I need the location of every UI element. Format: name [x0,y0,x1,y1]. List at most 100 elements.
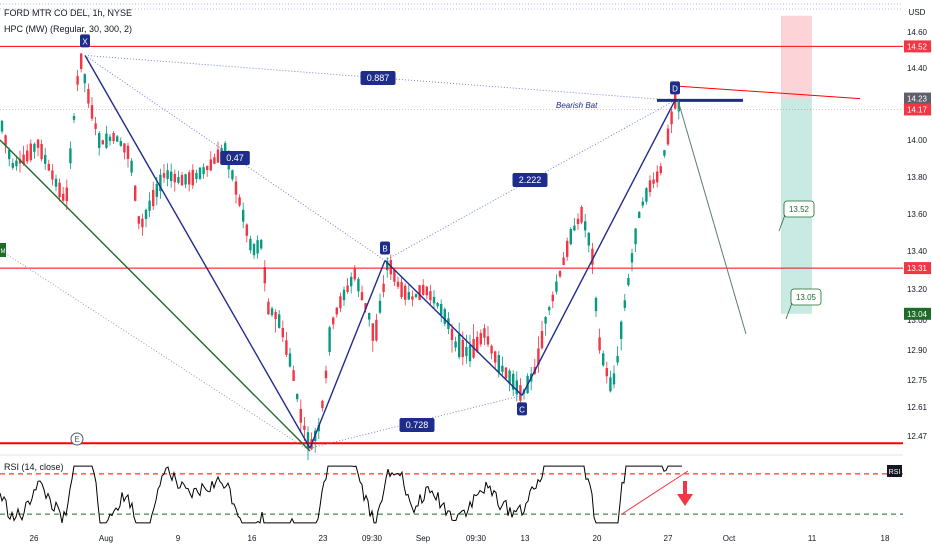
indicator-title: HPC (MW) (Regular, 30, 300, 2) [4,24,133,34]
candle [188,170,191,192]
point-label-c: C [517,402,527,416]
candle-body [184,174,187,185]
candle [116,134,119,142]
y-tick-label: 13.20 [907,285,928,294]
candle [58,178,61,202]
candle-body [576,218,580,224]
candle-body [296,393,299,400]
point-label-text: C [519,405,525,414]
candle-body [72,115,76,120]
price-badge: 13.04 [904,307,931,320]
candle [576,213,580,230]
candle-body [242,209,245,222]
price-badge-text: 14.52 [907,42,928,51]
candle-body [418,285,421,300]
candle-body [630,253,634,263]
red-trendline [674,85,861,100]
ratio-label: 0.47 [220,151,250,165]
candle-body [396,281,400,287]
candle [476,331,479,353]
candle-body [454,341,457,348]
candle-body [166,170,169,179]
candle [278,310,281,329]
candle-body [209,159,212,171]
candle [256,235,259,259]
candle-body [591,248,594,265]
candle-body [177,177,180,183]
candle-body [508,370,511,384]
candle-body [26,150,29,162]
candle [623,294,626,312]
candle [432,290,436,309]
candle-body [188,172,191,185]
earnings-marker-text: E [74,435,79,444]
point-label-bg [517,402,527,416]
candle-body [638,212,641,219]
candle [108,134,112,146]
candle [76,69,79,92]
point-label-d: D [670,81,680,95]
y-tick-label: 13.60 [907,210,928,219]
candle [569,227,572,246]
candle-body [605,368,608,377]
candle [209,151,212,172]
candle [360,285,364,301]
candle [206,165,209,177]
x-tick-label: 23 [319,534,328,543]
candle [267,298,270,315]
candle [580,205,583,225]
candle [184,173,187,189]
price-badge-text: 14.23 [907,95,928,104]
candle-body [634,228,637,245]
candle-body [360,292,364,301]
candle-body [299,408,302,423]
y-tick-label: 12.90 [907,346,928,355]
pattern-name: Bearish Bat [556,101,598,110]
candle [659,162,662,176]
candle [51,164,54,186]
y-tick-label: 12.61 [907,403,928,412]
x-tick-label: 27 [664,534,673,543]
candle-body [288,353,292,367]
candle [152,181,155,210]
candle [281,320,284,342]
candle-body [339,296,342,309]
candle [429,284,432,306]
candle [393,268,396,287]
candle-body [440,303,443,316]
candle-body [465,347,468,357]
point-label-text: D [672,84,678,93]
candle [422,279,425,296]
candle-body [144,209,148,219]
candle [90,97,94,122]
target-callout-tail [785,302,793,320]
candle [346,277,349,294]
y-tick-label: 14.60 [907,28,928,37]
candle [594,296,598,317]
candle-body [11,163,14,168]
target-callout-bg [790,288,822,306]
y-tick-label: 14.40 [907,64,928,73]
candle [425,285,428,300]
earnings-marker: E [70,432,84,446]
candle [285,331,288,358]
candle-body [587,232,590,246]
candle [440,299,443,323]
candle [263,260,266,292]
rsi-value-badge: RSI [887,465,902,477]
candle [339,292,342,313]
candle-body [393,269,396,282]
candle-body [461,339,464,358]
candle-body [80,53,83,70]
candle-body [598,337,601,351]
earnings-marker-circle [70,432,84,446]
candle-body [130,160,133,173]
candle [350,272,353,294]
candle-body [371,323,374,341]
x-tick-label: 9 [176,534,181,543]
candle [238,194,241,208]
candle [324,365,328,384]
candle [490,344,493,360]
candle-body [422,284,425,295]
